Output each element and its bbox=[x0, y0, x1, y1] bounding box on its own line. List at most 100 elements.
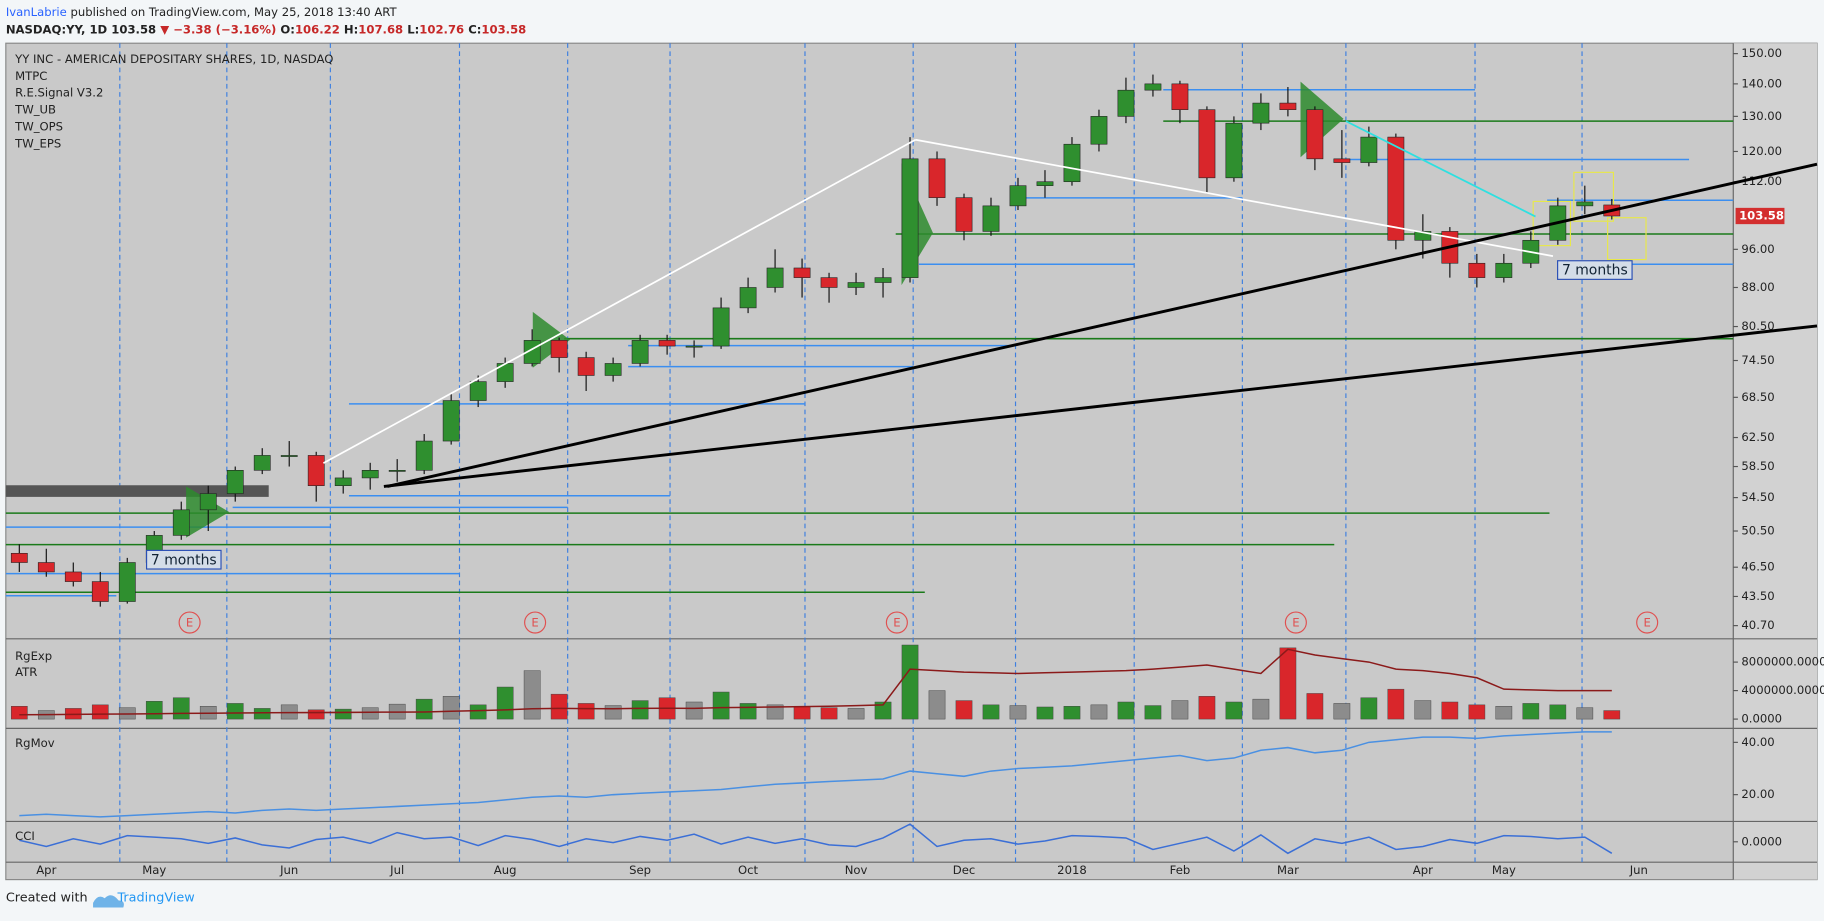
volume-bar bbox=[334, 708, 352, 720]
footer-brand[interactable]: TradingView bbox=[116, 891, 194, 906]
y-tick-label: 40.00 bbox=[1741, 735, 1774, 749]
last: 103.58 bbox=[111, 22, 156, 36]
y-tick-label: 0.0000 bbox=[1741, 712, 1782, 726]
volume-bar bbox=[1225, 701, 1243, 720]
y-tick-label: 150.00 bbox=[1741, 46, 1782, 60]
x-tick-label: May bbox=[142, 863, 166, 877]
volume-bar bbox=[1603, 710, 1621, 720]
candle-body bbox=[307, 455, 325, 486]
logo bbox=[93, 895, 124, 908]
y-tick-label: 74.50 bbox=[1741, 353, 1774, 367]
volume-bar bbox=[1549, 704, 1567, 720]
x-tick-label: Apr bbox=[36, 863, 56, 877]
candle-body bbox=[1036, 181, 1054, 186]
y-tick-label: 40.70 bbox=[1741, 618, 1774, 632]
volume-bar bbox=[1522, 703, 1540, 720]
candle-body bbox=[226, 470, 244, 494]
volume-bar bbox=[523, 670, 541, 720]
event-label: E bbox=[531, 616, 538, 630]
candle-body bbox=[1171, 83, 1189, 110]
price-axis bbox=[1733, 43, 1818, 880]
candle-body bbox=[631, 340, 649, 364]
h-value: 107.68 bbox=[358, 22, 403, 36]
y-tick-label: 54.50 bbox=[1741, 490, 1774, 504]
candle-body bbox=[1414, 231, 1432, 241]
event-label: E bbox=[186, 616, 193, 630]
candle-body bbox=[1333, 158, 1351, 163]
x-tick-label: Oct bbox=[738, 863, 759, 877]
volume-bar bbox=[442, 696, 460, 720]
candle-body bbox=[1495, 262, 1513, 278]
legend-entry: TW_UB bbox=[14, 103, 56, 117]
volume-bar bbox=[1387, 688, 1405, 720]
y-tick-label: 58.50 bbox=[1741, 459, 1774, 473]
author[interactable]: IvanLabrie bbox=[6, 4, 67, 18]
volume-bar bbox=[1279, 647, 1297, 720]
l-value: 102.76 bbox=[419, 22, 464, 36]
candle-body bbox=[1252, 102, 1270, 124]
volume-bar bbox=[1441, 701, 1459, 720]
candle-body bbox=[37, 562, 55, 573]
series-line bbox=[19, 823, 1613, 855]
x-tick-label: Jun bbox=[1629, 863, 1648, 877]
candle-body bbox=[1063, 143, 1081, 183]
candle-body bbox=[901, 158, 919, 278]
candle-body bbox=[280, 455, 298, 457]
candle-body bbox=[577, 357, 595, 376]
volume-bar bbox=[820, 707, 838, 720]
volume-bar bbox=[226, 703, 244, 720]
candle-body bbox=[64, 571, 82, 582]
x-tick-label: Jun bbox=[279, 863, 298, 877]
legend-entry: YY INC - AMERICAN DEPOSITARY SHARES, 1D,… bbox=[14, 52, 333, 66]
volume-bar bbox=[577, 703, 595, 720]
volume-bar bbox=[1414, 700, 1432, 720]
y-tick-label: 8000000.0000 bbox=[1741, 655, 1824, 669]
pane-separators bbox=[5, 43, 1818, 880]
y-tick-label: 62.50 bbox=[1741, 430, 1774, 444]
candle-body bbox=[1360, 136, 1378, 163]
candle-body bbox=[253, 455, 271, 471]
volume-bar bbox=[766, 704, 784, 720]
event-marker bbox=[885, 611, 908, 634]
x-tick-label: Apr bbox=[1413, 863, 1433, 877]
volume-bar bbox=[1495, 706, 1513, 720]
volume-bar bbox=[1009, 705, 1027, 720]
event-label: E bbox=[1644, 616, 1651, 630]
candle-body bbox=[658, 340, 676, 347]
o-value: 106.22 bbox=[295, 22, 340, 36]
change: ▼ −3.38 (−3.16%) bbox=[160, 22, 276, 36]
candle-body bbox=[928, 158, 946, 198]
y-tick-label: 46.50 bbox=[1741, 560, 1774, 574]
candle-body bbox=[685, 345, 703, 348]
candle-body bbox=[10, 552, 28, 563]
volume-bar bbox=[1360, 697, 1378, 720]
candle-body bbox=[1117, 89, 1135, 117]
candle-body bbox=[820, 277, 838, 288]
volume-bar bbox=[496, 686, 514, 720]
annotation: 7 months bbox=[151, 552, 217, 568]
annotation-box bbox=[1557, 260, 1633, 280]
event-label: E bbox=[893, 616, 900, 630]
legend-entry: TW_EPS bbox=[14, 136, 61, 150]
last-price-label: 103.58 bbox=[1739, 208, 1784, 222]
y-tick-label: 68.50 bbox=[1741, 390, 1774, 404]
volume-bar bbox=[469, 704, 487, 720]
green-levels bbox=[5, 120, 1734, 594]
y-tick-label: 50.50 bbox=[1741, 524, 1774, 538]
candle-body bbox=[1225, 122, 1243, 179]
volume-bar bbox=[1171, 700, 1189, 720]
y-tick-label: 96.00 bbox=[1741, 242, 1774, 256]
pane-legend: RgMov bbox=[15, 736, 55, 750]
volume-bar bbox=[847, 708, 865, 720]
x-tick-label: Nov bbox=[845, 863, 868, 877]
candle-body bbox=[361, 470, 379, 479]
candle-body bbox=[1144, 83, 1162, 91]
event-marker bbox=[1636, 611, 1659, 634]
candle-body bbox=[1279, 102, 1297, 110]
volume-bar bbox=[361, 707, 379, 720]
candle-body bbox=[1576, 201, 1594, 207]
volume-bar bbox=[1252, 698, 1270, 720]
volume-bar bbox=[415, 698, 433, 720]
volume-bar bbox=[10, 706, 28, 720]
volume-bar bbox=[253, 708, 271, 720]
